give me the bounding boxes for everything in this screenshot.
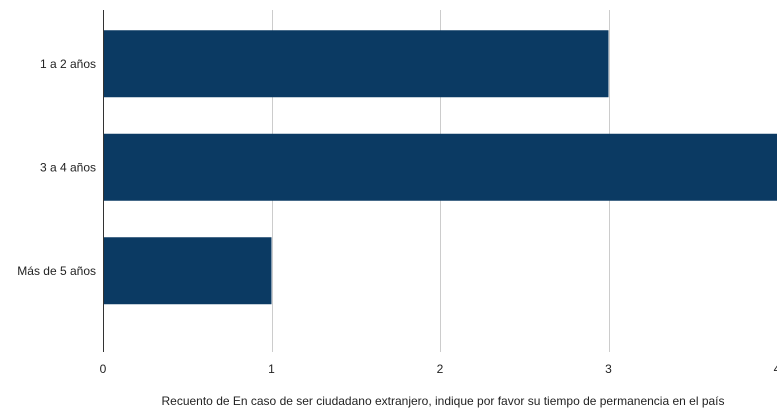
category-labels: 1 a 2 años 3 a 4 años Más de 5 años: [17, 57, 96, 278]
bar: [103, 133, 777, 201]
x-tick-labels: 0 1 2 3 4: [100, 362, 777, 376]
category-label: 1 a 2 años: [40, 57, 96, 71]
x-tick-label: 4: [774, 362, 777, 376]
x-tick-label: 1: [268, 362, 275, 376]
category-label: 3 a 4 años: [40, 160, 96, 174]
bar: [103, 237, 272, 305]
x-tick-label: 0: [100, 362, 107, 376]
x-tick-label: 2: [437, 362, 444, 376]
bars: [103, 30, 777, 305]
category-label: Más de 5 años: [17, 264, 96, 278]
x-axis-title: Recuento de En caso de ser ciudadano ext…: [161, 394, 724, 408]
x-tick-label: 3: [605, 362, 612, 376]
bar: [103, 30, 609, 98]
